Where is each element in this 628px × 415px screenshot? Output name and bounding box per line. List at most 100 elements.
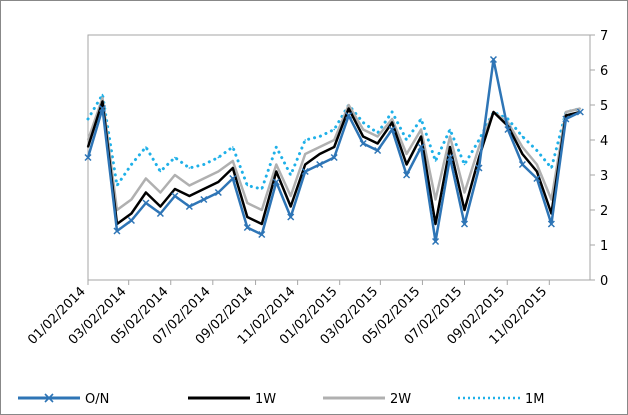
plot-area	[87, 34, 591, 281]
point-marker	[145, 177, 147, 180]
point-marker	[174, 188, 176, 190]
y-tick-label: 4	[600, 134, 608, 149]
y-axis: 0 1 2 3 4 5 6 7	[590, 29, 608, 289]
point-marker	[203, 177, 205, 180]
point-marker	[217, 170, 220, 173]
point-marker	[316, 160, 324, 169]
point-marker	[374, 146, 382, 155]
point-marker	[289, 205, 292, 208]
point-marker	[403, 171, 411, 179]
point-marker	[159, 191, 162, 194]
point-marker	[489, 55, 497, 64]
point-marker	[507, 118, 509, 120]
point-marker	[304, 153, 307, 155]
point-marker	[142, 199, 150, 207]
point-marker	[521, 153, 524, 155]
point-marker	[463, 163, 466, 166]
point-marker	[376, 132, 379, 134]
point-marker	[492, 111, 495, 113]
point-marker	[318, 146, 321, 148]
y-tick-label: 7	[600, 29, 608, 44]
point-marker	[550, 198, 553, 201]
point-marker	[391, 118, 393, 120]
point-marker	[376, 142, 379, 145]
point-marker	[333, 128, 335, 131]
point-marker	[203, 163, 205, 166]
point-marker	[289, 195, 292, 197]
legend-marker	[44, 393, 54, 403]
point-marker	[84, 153, 92, 162]
point-marker	[101, 100, 104, 103]
point-marker	[145, 146, 147, 148]
point-marker	[478, 146, 480, 148]
point-marker	[536, 163, 538, 166]
point-marker	[275, 146, 278, 148]
point-marker	[318, 135, 321, 138]
point-marker	[98, 104, 107, 113]
point-marker	[318, 153, 321, 155]
point-marker	[463, 209, 466, 211]
series-layer	[84, 55, 584, 246]
point-marker	[174, 174, 176, 176]
point-marker	[159, 205, 162, 208]
point-marker	[246, 184, 249, 187]
point-marker	[188, 195, 191, 197]
point-marker	[405, 139, 408, 141]
point-marker	[87, 146, 89, 148]
point-marker	[127, 216, 135, 225]
point-marker	[478, 139, 480, 141]
point-marker	[156, 209, 164, 218]
point-marker	[579, 107, 582, 110]
point-marker	[258, 230, 266, 239]
point-marker	[145, 191, 147, 194]
point-marker	[246, 216, 249, 218]
point-marker	[420, 128, 422, 131]
point-marker	[275, 170, 278, 173]
point-marker	[504, 125, 512, 134]
point-marker	[185, 202, 193, 211]
point-marker	[260, 223, 263, 225]
point-marker	[434, 160, 437, 162]
y-tick-label: 1	[600, 239, 608, 254]
point-marker	[217, 181, 220, 183]
point-marker	[130, 163, 133, 166]
point-marker	[188, 167, 191, 169]
point-marker	[518, 160, 526, 169]
y-tick-label: 5	[600, 99, 608, 114]
point-marker	[272, 178, 280, 186]
point-marker	[362, 121, 364, 124]
point-marker	[359, 139, 367, 148]
point-marker	[287, 213, 295, 221]
point-marker	[130, 212, 133, 215]
point-marker	[565, 114, 567, 117]
point-marker	[217, 156, 220, 159]
point-marker	[130, 198, 133, 201]
point-marker	[420, 135, 422, 138]
point-marker	[200, 195, 208, 204]
point-marker	[449, 135, 451, 138]
point-marker	[229, 174, 237, 183]
point-marker	[87, 118, 89, 120]
point-marker	[405, 153, 408, 155]
point-marker	[536, 149, 538, 152]
y-tick-label: 0	[600, 274, 608, 289]
point-marker	[171, 192, 179, 200]
legend-label-3: 1M	[525, 392, 545, 407]
point-marker	[301, 167, 309, 176]
legend-label-1: 1W	[255, 392, 276, 407]
point-marker	[405, 163, 408, 166]
point-marker	[203, 188, 205, 190]
point-marker	[101, 93, 104, 96]
point-marker	[562, 115, 570, 123]
point-marker	[362, 135, 364, 138]
point-marker	[345, 111, 353, 120]
point-marker	[304, 139, 307, 141]
point-marker	[391, 121, 393, 124]
point-marker	[260, 209, 263, 211]
point-marker	[214, 188, 222, 197]
point-marker	[417, 143, 425, 151]
point-marker	[434, 198, 437, 201]
point-marker	[565, 111, 567, 113]
point-marker	[188, 184, 191, 187]
